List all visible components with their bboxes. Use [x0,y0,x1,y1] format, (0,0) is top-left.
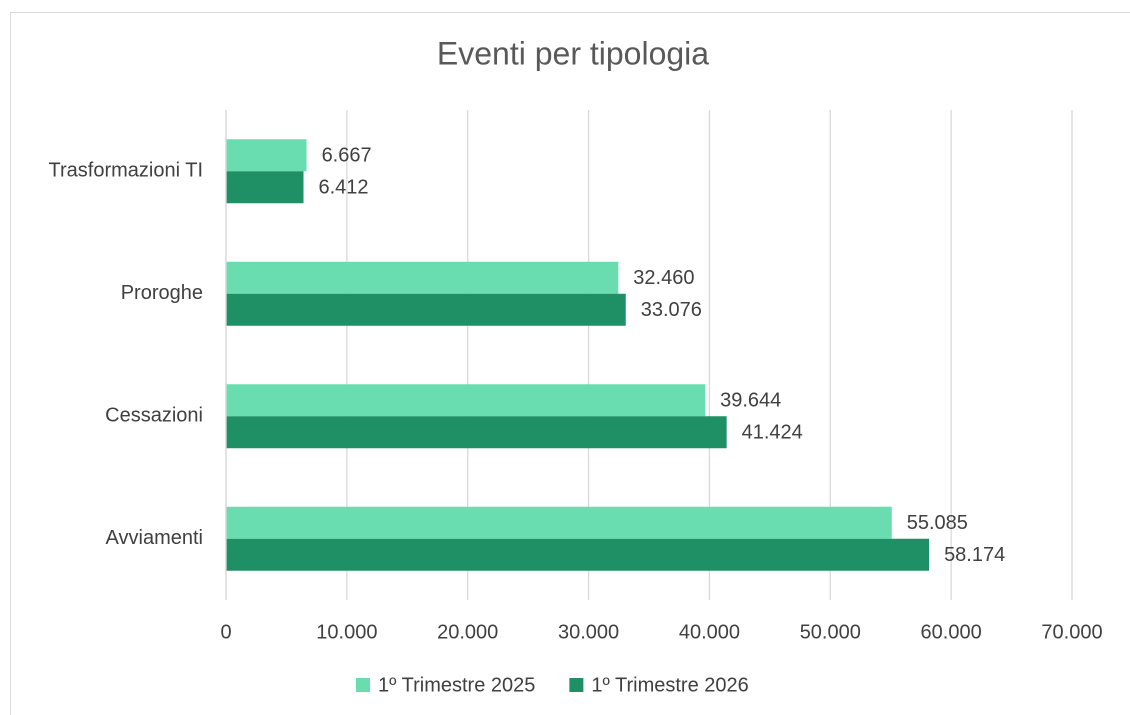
chart-title: Eventi per tipologia [437,35,709,71]
data-label: 55.085 [907,512,968,534]
y-tick-label: Avviamenti [106,527,203,549]
x-tick-label: 50.000 [800,621,861,643]
x-tick-label: 0 [220,621,231,643]
legend-label: 1º Trimestre 2026 [591,674,748,696]
bar [226,384,706,417]
x-tick-label: 20.000 [437,621,498,643]
legend-swatch [356,678,370,692]
data-label: 33.076 [641,299,702,321]
y-tick-label: Cessazioni [105,405,203,427]
data-label: 32.460 [633,267,694,289]
data-label: 58.174 [944,544,1005,566]
bar [226,506,892,539]
bar [226,261,619,294]
data-label: 6.412 [318,177,368,199]
x-tick-label: 10.000 [316,621,377,643]
data-label: 6.667 [322,145,372,167]
bar [226,538,930,571]
y-tick-label: Trasformazioni TI [49,160,203,182]
bar [226,293,626,326]
data-label: 39.644 [720,390,781,412]
bar [226,139,307,172]
x-tick-label: 40.000 [679,621,740,643]
bar [226,171,304,204]
x-tick-label: 70.000 [1041,621,1102,643]
bar [226,416,727,449]
data-label: 41.424 [742,422,803,444]
chart-border [10,12,1130,715]
x-tick-label: 30.000 [558,621,619,643]
y-tick-label: Proroghe [121,282,203,304]
legend-label: 1º Trimestre 2025 [378,674,535,696]
legend-swatch [569,678,584,692]
x-tick-label: 60.000 [921,621,982,643]
